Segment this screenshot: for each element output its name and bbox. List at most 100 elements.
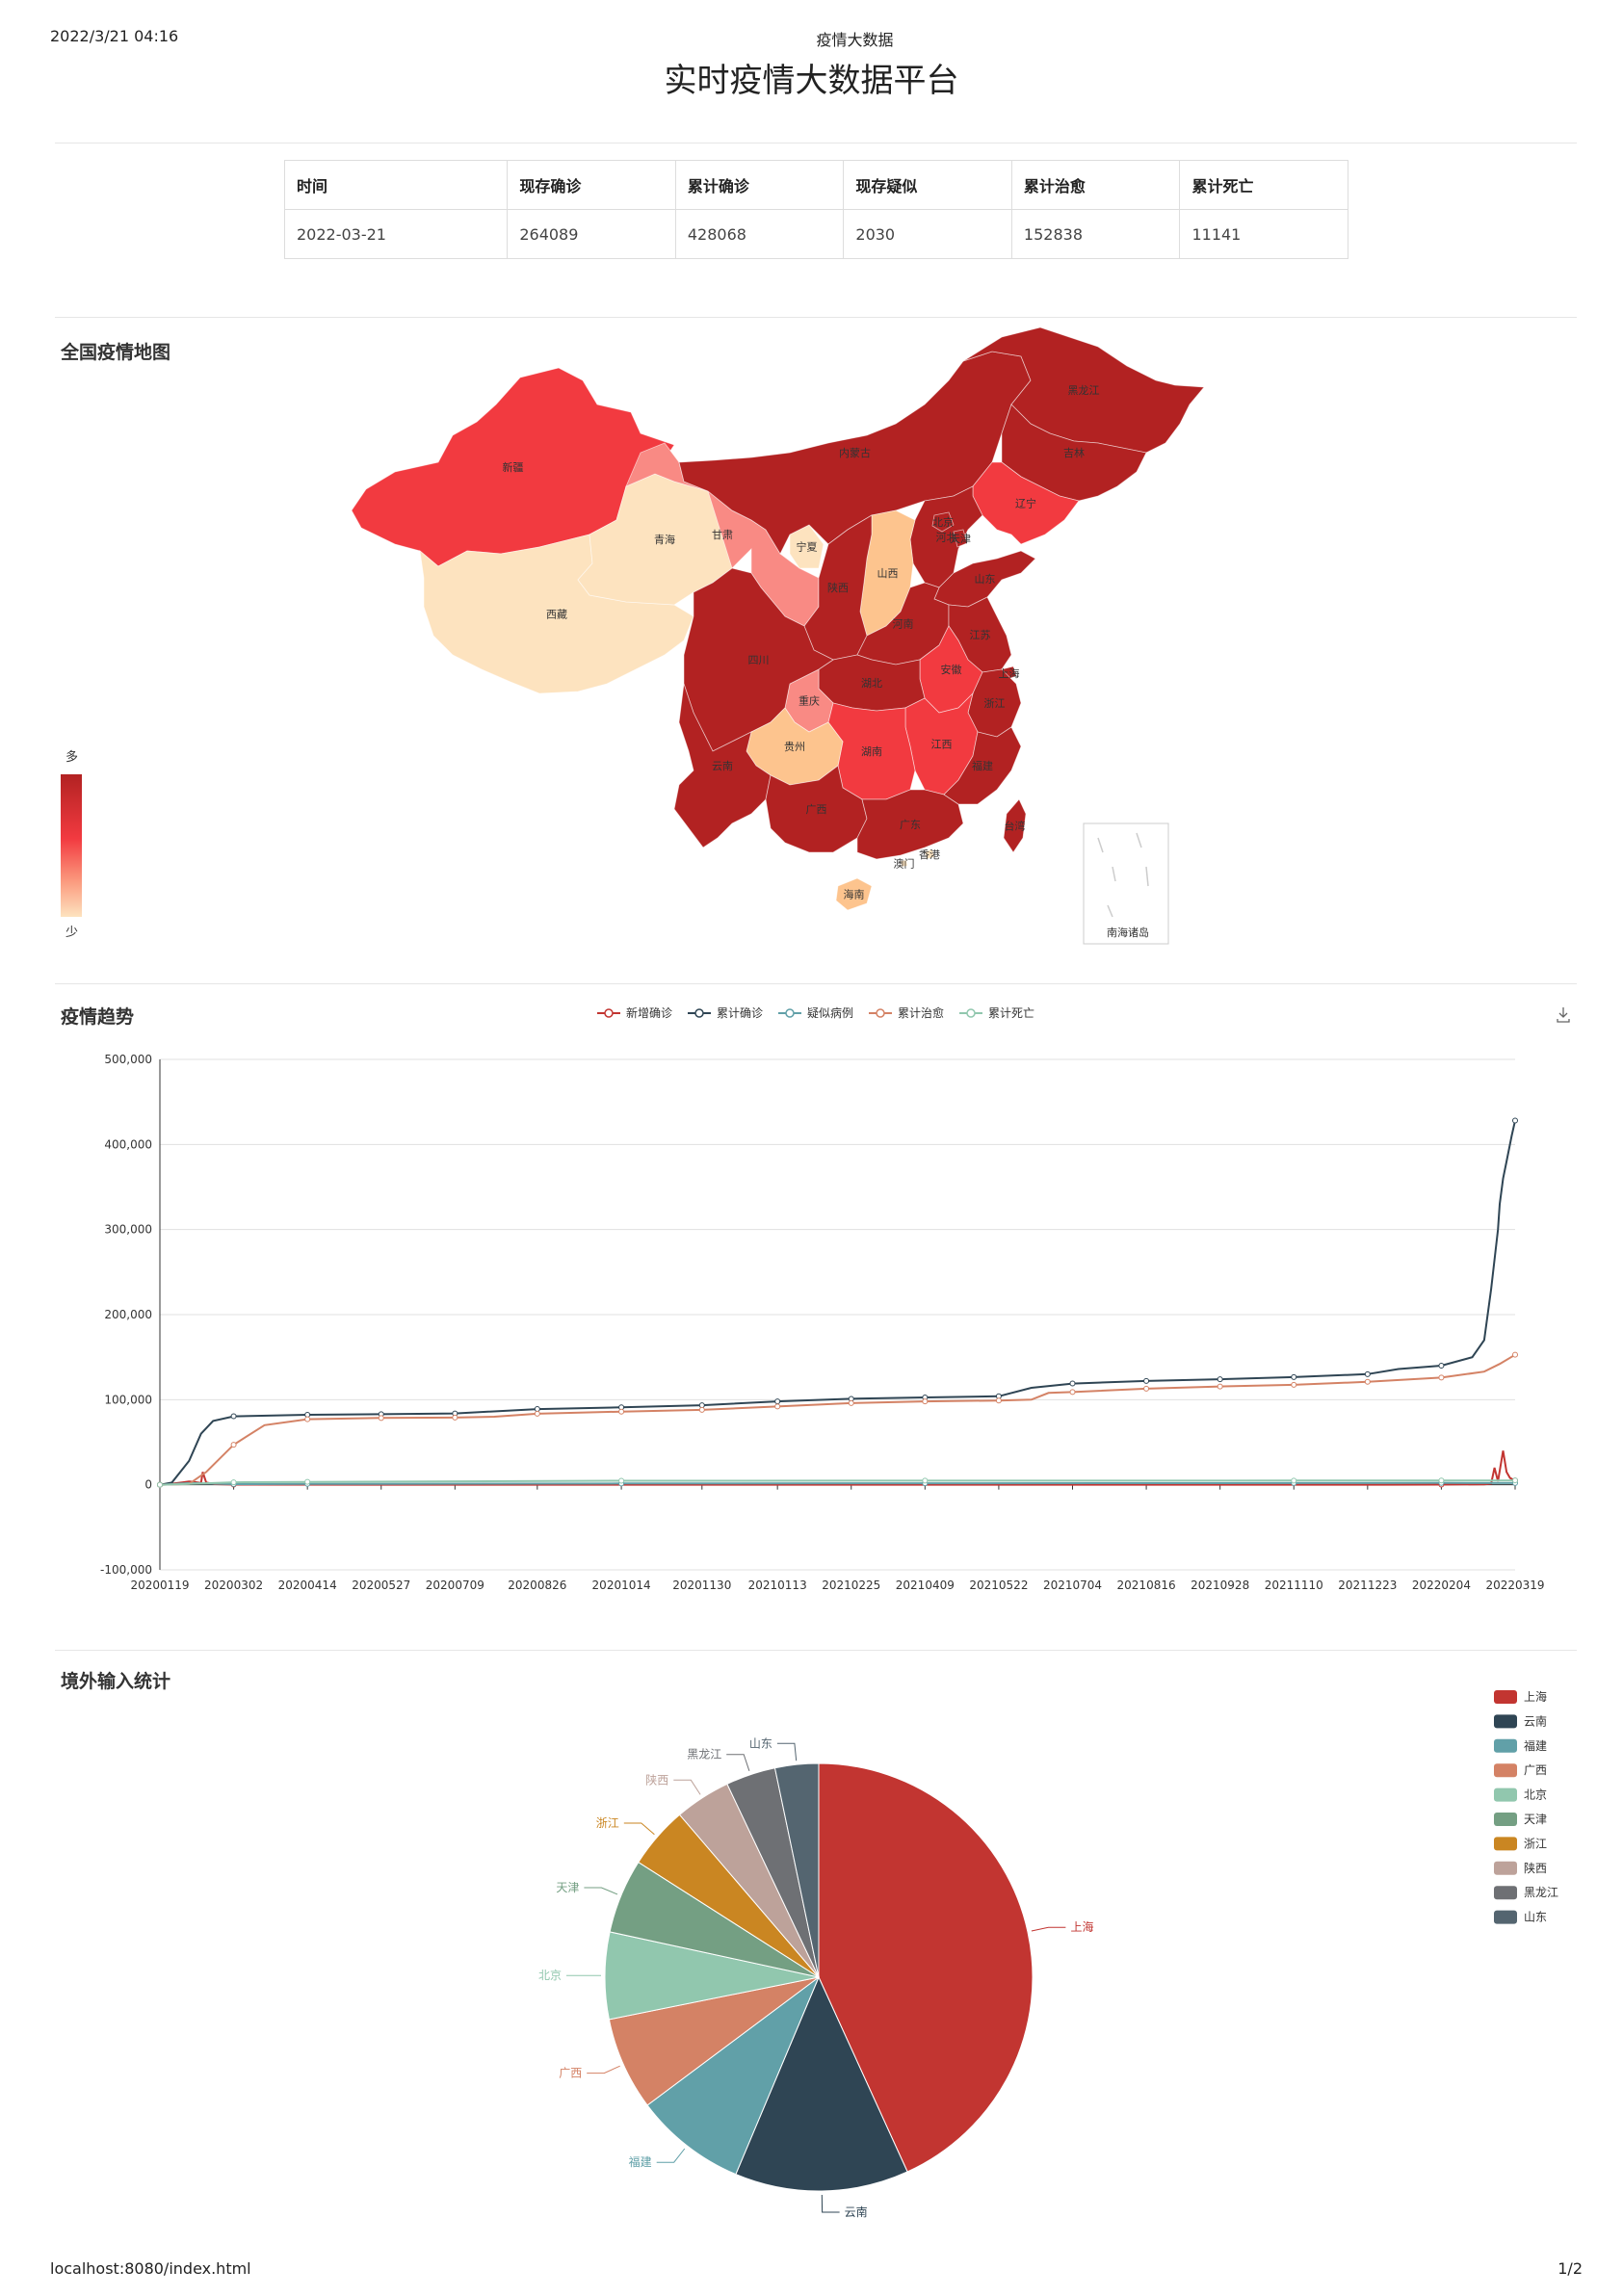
map-legend-high-label: 多 — [65, 749, 78, 765]
series-point[interactable] — [774, 1398, 781, 1405]
province-黑龙江[interactable] — [962, 327, 1205, 454]
series-point[interactable] — [304, 1416, 311, 1422]
province-label: 福建 — [972, 759, 993, 772]
province-海南[interactable] — [835, 877, 873, 911]
province-澳门[interactable] — [900, 859, 908, 868]
series-point[interactable] — [698, 1402, 705, 1409]
series-point[interactable] — [1512, 1351, 1518, 1358]
series-point[interactable] — [698, 1406, 705, 1413]
pie-legend-item[interactable]: 北京 — [1494, 1787, 1547, 1802]
series-point[interactable] — [304, 1478, 311, 1485]
series-point[interactable] — [774, 1403, 781, 1410]
pie-legend-item[interactable]: 云南 — [1494, 1713, 1547, 1729]
series-point[interactable] — [1143, 1377, 1150, 1384]
stats-header-cell: 累计治愈 — [1010, 160, 1181, 210]
series-point[interactable] — [618, 1408, 625, 1415]
series-point[interactable] — [1438, 1363, 1445, 1369]
pie-legend-label: 云南 — [1524, 1713, 1547, 1728]
download-icon[interactable] — [1557, 1007, 1570, 1023]
series-point[interactable] — [534, 1406, 540, 1413]
province-label: 青海 — [654, 533, 675, 546]
province-福建[interactable] — [943, 726, 1022, 805]
series-point[interactable] — [922, 1398, 929, 1405]
series-point[interactable] — [1143, 1385, 1150, 1392]
divider — [55, 1650, 1577, 1651]
series-point[interactable] — [534, 1410, 540, 1417]
series-line-3[interactable] — [159, 1353, 1516, 1486]
legend-item[interactable]: 疑似病例 — [778, 1005, 853, 1020]
pie-legend-item[interactable]: 陕西 — [1494, 1861, 1547, 1875]
pie-legend-item[interactable]: 福建 — [1494, 1738, 1547, 1753]
map-visual-range[interactable] — [61, 774, 82, 917]
series-point[interactable] — [1512, 1477, 1518, 1484]
pie-slice[interactable] — [646, 1975, 821, 2176]
pie-legend-label: 北京 — [1524, 1788, 1547, 1802]
province-天津[interactable] — [953, 529, 968, 548]
series-point[interactable] — [1364, 1370, 1371, 1377]
series-line-1[interactable] — [159, 1120, 1516, 1486]
series-point[interactable] — [1069, 1380, 1076, 1387]
province-label: 陕西 — [827, 581, 849, 594]
province-label: 上海 — [999, 666, 1020, 680]
x-tick-label: 20210225 — [822, 1578, 880, 1592]
series-point[interactable] — [995, 1397, 1002, 1404]
province-label: 湖南 — [861, 745, 882, 758]
legend-label: 疑似病例 — [807, 1005, 853, 1020]
series-point[interactable] — [1291, 1381, 1297, 1388]
pie-slice[interactable] — [735, 1975, 908, 2192]
series-point[interactable] — [1291, 1373, 1297, 1380]
stats-header-cell: 累计确诊 — [674, 160, 845, 210]
series-point[interactable] — [452, 1414, 458, 1421]
province-广东[interactable] — [856, 789, 964, 860]
pie-label-line — [1031, 1926, 1066, 1932]
series-point[interactable] — [230, 1413, 237, 1420]
pie-legend-label: 天津 — [1524, 1813, 1547, 1826]
x-tick-label: 20210816 — [1117, 1578, 1176, 1592]
series-point[interactable] — [848, 1399, 854, 1406]
province-台湾[interactable] — [1003, 798, 1027, 853]
province-label: 河南 — [893, 618, 914, 631]
series-point[interactable] — [1291, 1477, 1297, 1484]
legend-item[interactable]: 新增确诊 — [597, 1005, 672, 1020]
pie-legend-item[interactable]: 上海 — [1494, 1689, 1547, 1704]
series-point[interactable] — [1512, 1117, 1518, 1124]
pie-legend-item[interactable]: 山东 — [1494, 1910, 1547, 1924]
province-西藏[interactable] — [419, 534, 694, 694]
south-china-sea-inset — [1083, 822, 1169, 945]
pie-slice-label: 山东 — [749, 1736, 772, 1750]
province-label: 江西 — [931, 739, 953, 751]
province-香港[interactable] — [924, 848, 935, 860]
y-tick-label: 0 — [144, 1478, 152, 1492]
pie-label-line — [656, 2148, 686, 2163]
series-point[interactable] — [1364, 1378, 1371, 1385]
map-legend-low-label: 少 — [65, 926, 78, 940]
legend-item[interactable]: 累计治愈 — [869, 1005, 944, 1020]
series-point[interactable] — [1438, 1477, 1445, 1484]
province-云南[interactable] — [673, 683, 772, 848]
legend-item[interactable]: 累计确诊 — [688, 1006, 763, 1020]
series-point[interactable] — [1069, 1389, 1076, 1396]
pie-legend-item[interactable]: 天津 — [1494, 1813, 1547, 1826]
series-point[interactable] — [1438, 1374, 1445, 1381]
province-北京[interactable] — [931, 511, 955, 533]
pie-label-line — [673, 1779, 701, 1795]
series-point[interactable] — [618, 1477, 625, 1484]
series-point[interactable] — [378, 1415, 384, 1422]
pie-legend-item[interactable]: 浙江 — [1494, 1837, 1547, 1851]
series-point[interactable] — [230, 1442, 237, 1448]
series-point[interactable] — [922, 1477, 929, 1484]
x-tick-label: 20220204 — [1412, 1578, 1471, 1592]
province-label: 广东 — [900, 819, 921, 831]
pie-legend-item[interactable]: 广西 — [1494, 1763, 1547, 1778]
province-label: 台湾 — [1005, 820, 1026, 833]
series-point[interactable] — [230, 1479, 237, 1486]
pie-slice[interactable] — [818, 1762, 1034, 2173]
pie-legend-item[interactable]: 黑龙江 — [1494, 1886, 1558, 1900]
pie-slice[interactable] — [773, 1762, 820, 1978]
series-point[interactable] — [1217, 1376, 1223, 1383]
x-tick-label: 20210113 — [748, 1578, 807, 1592]
series-point[interactable] — [157, 1481, 163, 1488]
x-tick-label: 20210409 — [896, 1578, 955, 1592]
legend-item[interactable]: 累计死亡 — [959, 1006, 1034, 1020]
series-point[interactable] — [1217, 1383, 1223, 1390]
